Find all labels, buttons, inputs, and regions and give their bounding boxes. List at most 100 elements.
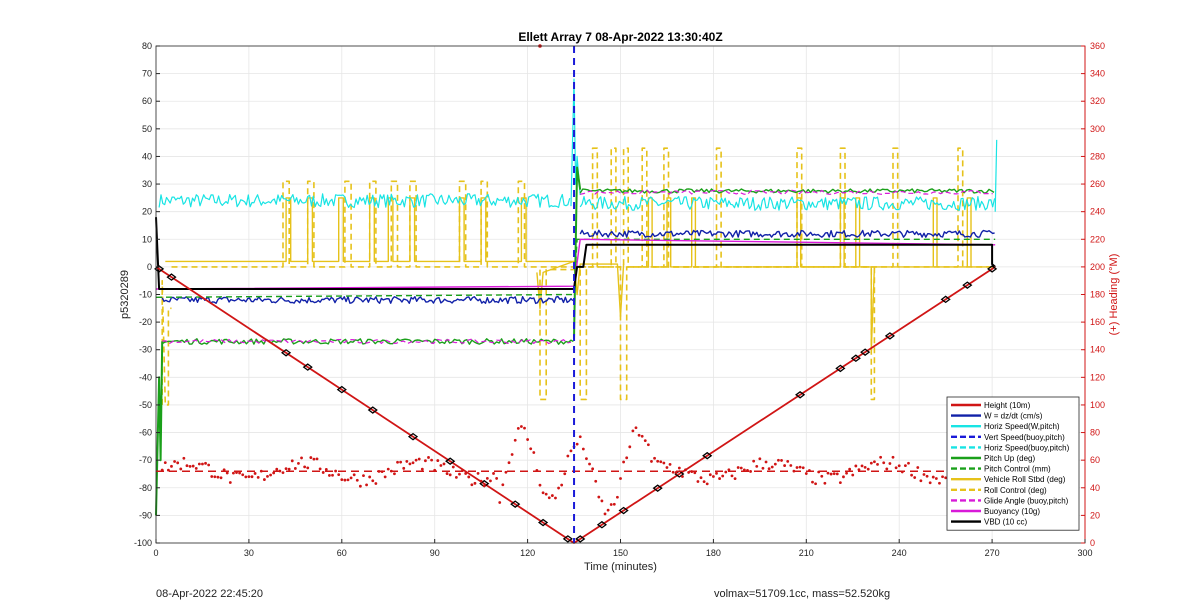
heading-point — [424, 459, 427, 463]
heading-point — [625, 456, 629, 460]
series-glide-angle-2 — [580, 189, 993, 195]
series-vehicle-roll-mid — [536, 260, 625, 318]
heading-point — [851, 473, 855, 477]
heading-point — [739, 466, 743, 470]
heading-point — [284, 467, 288, 471]
heading-point — [814, 482, 817, 486]
heading-point — [786, 459, 790, 463]
heading-point — [944, 476, 948, 480]
height-marker — [835, 364, 846, 373]
x-tick-label: 300 — [1077, 548, 1092, 558]
series-buoyancy — [155, 238, 996, 290]
heading-point — [554, 496, 557, 500]
heading-point — [365, 483, 368, 487]
series-group — [154, 44, 998, 544]
y-tick-label: -40 — [139, 372, 152, 382]
heading-point — [668, 462, 672, 466]
height-marker — [987, 265, 998, 273]
heading-point — [897, 464, 901, 468]
heading-point — [408, 462, 412, 466]
legend-label: Horiz Speed(buoy,pitch) — [984, 443, 1070, 452]
heading-point — [665, 466, 669, 469]
y-tick-label: -30 — [139, 345, 152, 355]
heading-point — [708, 473, 712, 477]
heading-point — [656, 459, 660, 463]
heading-point — [575, 442, 579, 446]
heading-point — [309, 456, 313, 459]
y2-axis-label: (+) Heading (°M) — [1108, 254, 1120, 336]
legend-label: W = dz/dt (cm/s) — [984, 412, 1043, 421]
heading-point — [842, 475, 845, 479]
heading-point — [386, 467, 390, 471]
heading-point — [650, 460, 653, 463]
y2-tick-label: 80 — [1090, 428, 1100, 438]
x-axis-label: Time (minutes) — [584, 561, 657, 573]
series-glide-angle — [162, 338, 572, 345]
heading-point — [241, 473, 245, 477]
heading-point — [736, 466, 740, 469]
heading-point — [210, 475, 214, 478]
heading-point — [721, 474, 725, 478]
legend-box — [946, 396, 1080, 531]
heading-point — [458, 472, 461, 476]
heading-point — [473, 481, 477, 485]
legend-label: Vehicle Roll Stbd (deg) — [984, 475, 1066, 484]
y-tick-label: -90 — [139, 510, 152, 520]
legend-label: Glide Angle (buoy,pitch) — [984, 496, 1069, 505]
heading-point — [712, 475, 715, 478]
heading-point — [250, 475, 254, 479]
heading-point — [244, 475, 248, 479]
y-tick-label: 50 — [142, 124, 152, 134]
heading-point — [752, 459, 756, 463]
y-tick-label: -70 — [139, 455, 152, 465]
series-pitch-up — [161, 338, 574, 345]
x-tick-label: 30 — [244, 548, 254, 558]
footer-mass-info: volmax=51709.1cc, mass=52.520kg — [714, 588, 891, 600]
heading-point — [606, 508, 610, 512]
heading-point — [442, 462, 446, 466]
heading-point — [863, 465, 867, 469]
heading-point — [730, 474, 734, 478]
legend-label: VBD (10 cc) — [984, 518, 1027, 527]
heading-point — [603, 512, 607, 516]
heading-point — [876, 462, 879, 466]
series-w — [161, 295, 574, 305]
chart-title: Ellett Array 7 08-Apr-2022 13:30:40Z — [518, 30, 722, 44]
heading-point — [879, 455, 883, 459]
heading-point — [179, 467, 183, 471]
heading-point — [563, 472, 567, 476]
heading-point — [427, 456, 430, 459]
heading-point — [646, 443, 650, 447]
heading-point — [504, 470, 508, 474]
heading-point — [907, 461, 910, 465]
heading-point — [780, 459, 783, 462]
y-tick-label: -100 — [134, 538, 152, 548]
heading-point — [653, 456, 656, 460]
heading-point — [331, 473, 334, 477]
heading-point — [702, 480, 706, 484]
heading-point — [820, 474, 824, 478]
heading-point — [848, 467, 852, 471]
heading-point — [451, 465, 455, 469]
legend-label: Pitch Up (deg) — [984, 454, 1035, 463]
heading-point — [699, 476, 703, 480]
heading-point — [256, 476, 260, 479]
heading-point — [170, 464, 173, 468]
heading-point — [306, 466, 310, 470]
heading-point — [922, 473, 926, 476]
heading-point — [315, 457, 319, 461]
heading-point — [835, 472, 839, 476]
heading-point — [185, 464, 189, 468]
legend-label: Roll Control (deg) — [984, 486, 1047, 495]
heading-point — [293, 467, 297, 470]
heading-point — [801, 466, 805, 470]
heading-point — [600, 499, 604, 503]
heading-point — [597, 495, 601, 499]
height-marker — [702, 451, 713, 460]
heading-point — [182, 456, 186, 460]
series-vbd — [155, 217, 996, 290]
heading-point — [733, 477, 737, 481]
height-marker — [336, 385, 347, 394]
heading-point — [318, 467, 322, 471]
y2-tick-label: 40 — [1090, 483, 1100, 493]
